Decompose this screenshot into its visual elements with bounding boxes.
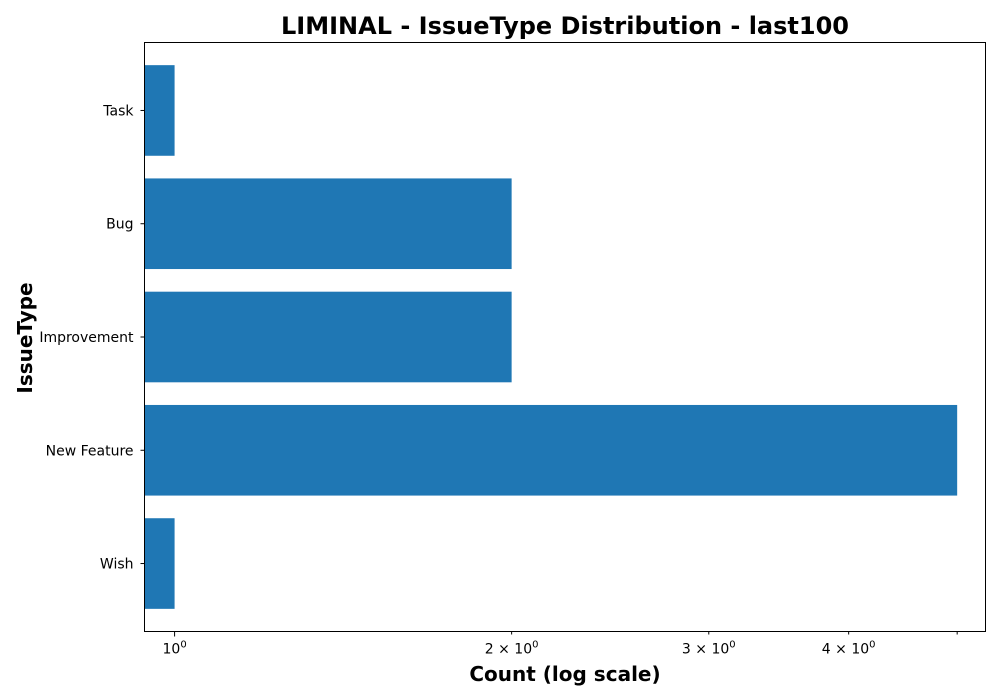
- x-tick-label: 100: [162, 640, 186, 658]
- bar-wish: [144, 518, 175, 609]
- x-tick-label: 3 × 100: [682, 640, 736, 658]
- bar-improvement: [144, 291, 512, 383]
- bars-group: [144, 65, 958, 609]
- y-tick-label-new-feature: New Feature: [46, 443, 134, 459]
- y-tick-label-improvement: Improvement: [39, 330, 134, 346]
- x-tick-label: 4 × 100: [822, 640, 876, 658]
- x-tick-label: 2 × 100: [485, 640, 539, 658]
- bar-new-feature: [144, 404, 958, 496]
- y-tick-label-task: Task: [102, 103, 134, 119]
- bar-bug: [144, 178, 512, 270]
- x-ticks: 100 2 × 100 3 × 100 4 × 100: [162, 631, 958, 658]
- y-tick-label-bug: Bug: [106, 217, 133, 233]
- plot-frame: [144, 42, 986, 632]
- y-axis-label: IssueType: [13, 282, 37, 393]
- chart-title: LIMINAL - IssueType Distribution - last1…: [281, 12, 849, 40]
- bar-task: [144, 65, 175, 156]
- y-ticks: Task Bug Improvement New Feature Wish: [39, 103, 145, 573]
- y-tick-label-wish: Wish: [100, 557, 134, 573]
- x-axis-label: Count (log scale): [469, 662, 660, 686]
